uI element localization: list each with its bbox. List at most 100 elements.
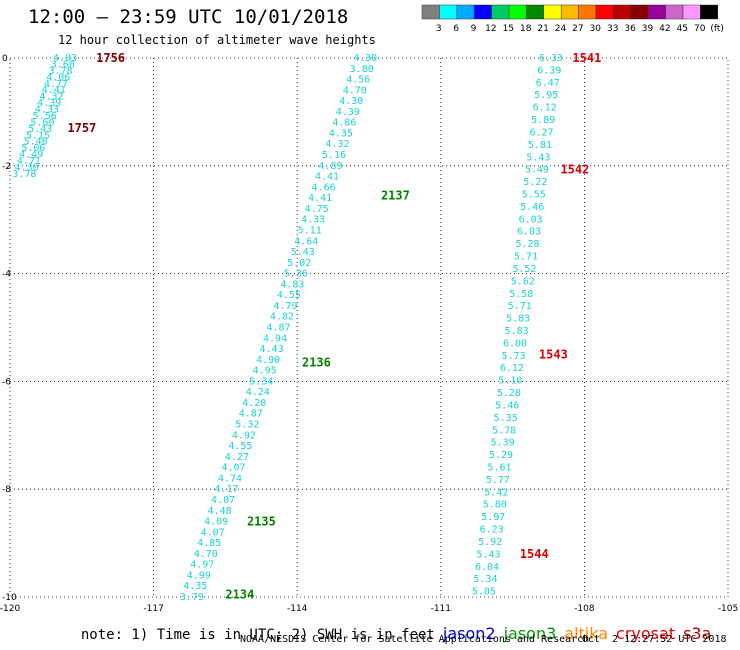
pass-time-label: 1757 [67,121,96,135]
y-tick-label: -2 [2,162,11,172]
wave-height-value: 5.10 [498,376,522,387]
wave-height-value: 5.15 [26,130,50,141]
colorbar-label: 18 [520,24,532,34]
wave-height-value: 4.79 [273,301,297,312]
colorbar-label: 21 [537,24,548,34]
wave-height-value: 5.71 [508,301,532,312]
wave-height-value: 5.95 [534,90,558,101]
note-row: note: 1) Time is in UTC; 2) SWH is in fe… [64,608,712,643]
wave-height-value: 4.64 [294,236,318,247]
wave-height-value: 4.30 [15,162,39,173]
y-tick-label: -10 [2,593,17,603]
wave-height-value: 5.83 [505,326,529,337]
wave-height-value: 6.03 [517,227,541,238]
y-tick-label: 0 [2,54,8,64]
x-tick-label: -108 [574,604,595,614]
colorbar-label: 39 [642,24,654,34]
colorbar-swatch [700,4,719,20]
pass-time-label: 2135 [247,515,276,529]
legend-s3a: s3a [683,624,712,643]
wave-height-value: 5.36 [284,269,308,280]
wave-height-value: 4.30 [339,96,363,107]
wave-height-value: 4.03 [53,53,77,64]
wave-height-value: 5.02 [287,258,311,269]
pass-time-label: 2137 [381,188,410,202]
pass-time-label: 1543 [539,347,568,361]
wave-height-value: 4.35 [183,581,207,592]
x-tick-label: -117 [143,604,163,614]
wave-height-value: 5.22 [523,177,547,188]
wave-height-value: 4.32 [39,92,63,103]
pass-time-label: 1541 [572,51,601,65]
wave-height-value: 5.89 [531,115,555,126]
wave-height-value: 5.46 [495,400,519,411]
wave-height-plot: -120 -117 -114 -111 -108 -105 0 -2 -4 -6 -8 -10 4.03… [0,51,738,614]
x-tick-label: -120 [0,604,20,614]
wave-height-value: 4.09 [204,517,228,528]
wave-height-value: 4.55 [228,441,252,452]
wave-height-value: 4.92 [232,430,256,441]
colorbar-label: 30 [590,24,602,34]
wave-height-value: 4.32 [325,139,349,150]
wave-height-value: 4.27 [225,452,249,463]
wave-height-value: 4.17 [215,484,239,495]
x-tick-label: -111 [431,604,451,614]
chart-title: 12:00 – 23:59 UTC 10/01/2018 [28,6,349,28]
wave-height-value: 4.49 [19,150,43,161]
wave-height-value: 5.35 [494,413,518,424]
wave-height-value: 5.80 [483,500,507,511]
wave-height-value: 6.04 [475,562,499,573]
colorbar-label: (ft) [710,24,724,34]
wave-height-value: 4.07 [221,463,245,474]
wave-height-value: 5.55 [522,190,546,201]
pass-time-label: 1544 [520,547,549,561]
legend-altika: altika [564,624,609,643]
wave-height-value: 5.58 [509,289,533,300]
wave-height-value: 5.73 [501,351,525,362]
colorbar-label: 45 [677,24,688,34]
wave-height-value: 5.71 [514,252,538,263]
wave-height-value: 3.79 [180,592,204,603]
wave-height-value: 5.92 [478,537,502,548]
wave-height-value: 6.03 [519,214,543,225]
x-tick-label: -105 [718,604,738,614]
colorbar-label: 15 [503,24,514,34]
pass-time-label: 1756 [96,51,125,65]
wave-height-value: 4.41 [308,193,332,204]
wave-height-value: 5.34 [473,574,497,585]
legend-cryosat: cryosat [616,624,676,643]
wave-height-value: 4.99 [187,570,211,581]
wave-height-value: 4.70 [343,85,367,96]
wave-height-value: 5.39 [491,438,515,449]
wave-height-value: 4.30 [353,53,377,64]
wave-height-value: 5.81 [528,140,552,151]
wave-height-value: 4.74 [218,473,242,484]
wave-height-value: 3.60 [51,59,75,70]
wave-height-value: 4.24 [246,387,270,398]
wave-height-value: 5.43 [291,247,315,258]
wave-height-value: 6.39 [537,65,561,76]
colorbar: 3 6 9 12 15 18 21 24 27 30 33 36 39 42 45 70 (ft) [421,4,724,34]
wave-height-value: 4.06 [46,72,70,83]
colorbar-label: 27 [572,24,583,34]
wave-height-value: 5.29 [489,450,513,461]
colorbar-label: 33 [607,24,618,34]
wave-height-value: 5.77 [486,475,510,486]
pass-time-label: 2136 [302,356,331,370]
wave-height-value: 5.83 [506,314,530,325]
wave-height-value: 4.41 [42,85,66,96]
generation-timestamp: Oct 2 12:27:52 UTC 2018 [582,634,727,645]
wave-height-value: 4.75 [305,204,329,215]
wave-height-value: 5.34 [249,376,273,387]
wave-height-value: 5.62 [511,276,535,287]
wave-height-value: 6.23 [480,525,504,536]
wave-height-value: 5.06 [21,143,45,154]
wave-height-value: 5.78 [492,425,516,436]
pass-time-label: 1542 [560,163,589,177]
wave-height-value: 5.28 [497,388,521,399]
wave-height-value: 5.43 [28,124,52,135]
wave-height-value: 4.66 [312,182,336,193]
wave-height-value: 6.12 [533,103,557,114]
y-tick-label: -6 [2,377,11,387]
plot-frame [9,57,729,598]
